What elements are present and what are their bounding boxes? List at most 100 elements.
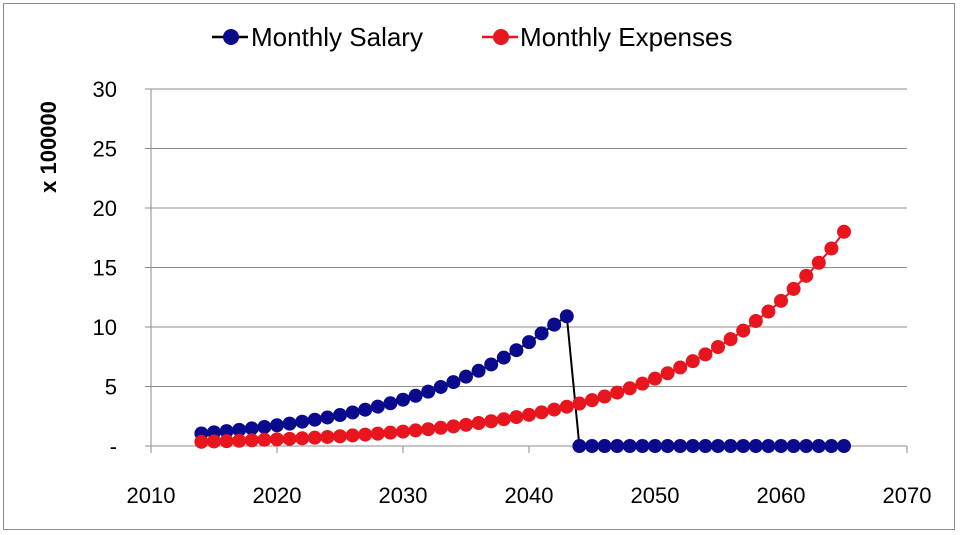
expenses-data-point <box>244 433 259 448</box>
salary-data-point <box>811 439 826 453</box>
salary-data-point <box>673 439 688 453</box>
salary-legend-marker <box>223 29 239 45</box>
salary-data-point <box>534 326 549 341</box>
salary-data-point <box>648 439 662 453</box>
y-tick-label: 5 <box>105 375 117 400</box>
expenses-data-point <box>534 405 549 420</box>
x-tick-label: 2040 <box>505 483 554 508</box>
salary-data-point <box>585 439 599 453</box>
expenses-data-point <box>270 432 284 447</box>
expenses-data-point <box>358 427 373 442</box>
y-tick-label: 30 <box>93 77 117 102</box>
expenses-data-point <box>471 416 486 431</box>
salary-data-point <box>358 402 373 417</box>
salary-data-point <box>572 439 587 453</box>
expenses-data-point <box>673 360 688 375</box>
salary-data-point <box>786 439 801 453</box>
salary-data-point <box>711 439 725 453</box>
expenses-series-line <box>201 231 845 443</box>
salary-data-point <box>723 439 738 453</box>
expenses-data-point <box>660 366 675 381</box>
expenses-data-point <box>685 354 700 369</box>
expenses-data-point <box>799 268 814 283</box>
expenses-data-point <box>396 424 410 439</box>
x-tick-label: 2030 <box>379 483 428 508</box>
salary-data-point <box>736 439 751 453</box>
expenses-data-point <box>433 420 448 435</box>
salary-data-point <box>370 399 385 414</box>
expenses-data-point <box>811 255 826 270</box>
salary-data-point <box>761 439 776 453</box>
expenses-data-point <box>320 429 335 444</box>
expenses-data-point <box>572 396 587 411</box>
y-tick-label: 20 <box>93 196 117 221</box>
expenses-data-point <box>257 432 272 447</box>
expenses-data-point <box>761 304 776 319</box>
expenses-data-point <box>711 339 725 354</box>
expenses-data-point <box>496 412 511 427</box>
expenses-data-point <box>408 423 423 438</box>
y-tick-label: 15 <box>93 256 117 281</box>
axes: - 5 10 15 20 25 30 2010 2020 2030 2040 2050 2060 2070 <box>93 77 932 508</box>
expenses-data-point <box>585 393 599 408</box>
expenses-data-point <box>698 347 713 362</box>
salary-data-point <box>421 384 436 399</box>
salary-data-point <box>622 439 637 453</box>
expenses-data-point <box>622 381 637 396</box>
expenses-data-point <box>648 371 662 386</box>
expenses-data-point <box>370 426 385 441</box>
salary-data-point <box>270 418 284 433</box>
expenses-data-point <box>446 419 461 434</box>
expenses-data-point <box>295 431 310 446</box>
x-tick-label: 2020 <box>253 483 302 508</box>
salary-data-point <box>282 416 297 431</box>
expenses-data-point <box>559 399 574 414</box>
expenses-data-point <box>484 414 499 429</box>
legend: Monthly Salary Monthly Expenses <box>212 22 732 52</box>
salary-data-point <box>774 439 788 453</box>
salary-data-point <box>345 405 360 420</box>
salary-data-point <box>824 439 839 453</box>
y-axis-title: x 100000 <box>36 101 61 193</box>
salary-data-point <box>446 375 461 390</box>
salary-data-point <box>635 439 650 453</box>
salary-data-point <box>471 363 486 378</box>
salary-data-point <box>496 350 511 365</box>
expenses-data-point <box>547 402 562 417</box>
expenses-data-point <box>194 434 209 449</box>
expenses-data-point <box>736 323 751 338</box>
salary-data-point <box>383 396 398 411</box>
expenses-data-point <box>635 376 650 391</box>
salary-data-point <box>257 419 272 434</box>
salary-data-point <box>610 439 625 453</box>
y-tick-label: 10 <box>93 315 117 340</box>
expenses-data-point <box>774 293 788 308</box>
salary-data-point <box>509 343 524 358</box>
expenses-data-point <box>723 332 738 347</box>
expenses-data-point <box>786 281 801 296</box>
expenses-data-point <box>824 241 839 256</box>
salary-data-point <box>232 422 247 437</box>
expenses-data-point <box>219 434 234 449</box>
expenses-legend-marker <box>493 29 509 45</box>
salary-legend-label: Monthly Salary <box>251 22 423 52</box>
expenses-data-point <box>509 410 524 425</box>
salary-data-point <box>559 309 574 324</box>
salary-data-point <box>484 357 499 372</box>
salary-data-point <box>219 424 234 439</box>
salary-data-point <box>799 439 814 453</box>
salary-data-point <box>433 379 448 394</box>
expenses-data-point <box>232 433 247 448</box>
salary-data-point <box>295 414 310 429</box>
expenses-data-point <box>748 314 763 329</box>
expenses-data-point <box>345 428 360 443</box>
expenses-data-point <box>282 431 297 446</box>
salary-data-point <box>698 439 713 453</box>
salary-data-point <box>522 335 536 350</box>
salary-data-point <box>837 439 851 453</box>
expenses-data-point <box>610 385 625 400</box>
salary-data-point <box>396 392 410 407</box>
x-tick-label: 2010 <box>127 483 176 508</box>
expenses-legend-label: Monthly Expenses <box>520 22 732 52</box>
